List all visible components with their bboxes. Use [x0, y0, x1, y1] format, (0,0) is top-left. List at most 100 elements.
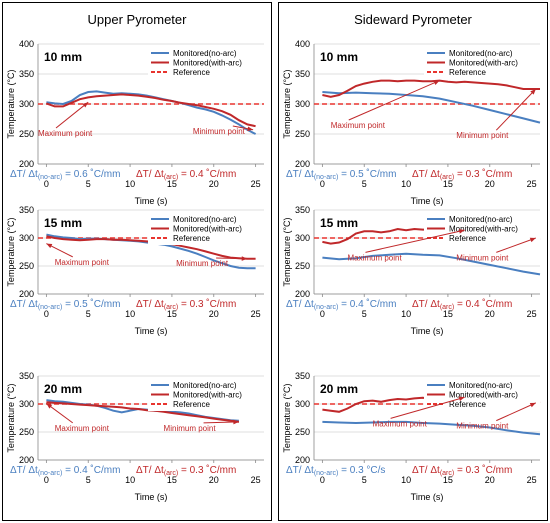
side-20-arrow-min-shaft	[496, 402, 537, 422]
upper-10-legend-with-arc: Monitored(with-arc)	[173, 59, 242, 68]
side-15-ytick-200: 200	[295, 289, 310, 299]
upper-15-ylabel: Temperature (°C)	[6, 217, 16, 286]
side-20-ytick-250: 250	[295, 427, 310, 437]
upper-20-xtick-15: 15	[167, 475, 177, 485]
upper-15-xtick-20: 20	[209, 309, 219, 319]
side-15-xtick-20: 20	[485, 309, 495, 319]
left-column-frame	[2, 2, 272, 521]
side-15-rate-no-arc: ΔT/ Δt(no-arc) = 0.4 ˚C/mm	[286, 298, 396, 311]
upper-10-ytick-400: 400	[19, 39, 34, 49]
side-20-ytick-350: 350	[295, 371, 310, 381]
upper-10-arrow-min-head	[247, 126, 254, 132]
upper-20-xtick-20: 20	[209, 475, 219, 485]
upper-15-xtick-10: 10	[125, 309, 135, 319]
upper-20-rate-no-arc: ΔT/ Δt(no-arc) = 0.4 ˚C/mm	[10, 464, 120, 477]
upper-15-xlabel: Time (s)	[135, 326, 168, 336]
right-column-frame	[278, 2, 548, 521]
side-20-xtick-20: 20	[485, 475, 495, 485]
side-15-arrow-min-head	[529, 237, 536, 243]
side-15-arrow-min-shaft	[496, 237, 536, 253]
side-15-ylabel: Temperature (°C)	[282, 217, 292, 286]
upper-10-xtick-5: 5	[86, 179, 91, 189]
side-10-xtick-20: 20	[485, 179, 495, 189]
side-15-xlabel: Time (s)	[411, 326, 444, 336]
side-10-xtick-15: 15	[443, 179, 453, 189]
upper-20-xtick-10: 10	[125, 475, 135, 485]
upper-15-legend-no-arc: Monitored(no-arc)	[173, 215, 237, 224]
upper-20-annotation-min: Minimum point	[164, 424, 217, 433]
side-15-legend-reference: Reference	[449, 234, 486, 243]
side-15-rate-with-arc: ΔT/ Δt(arc) = 0.4 ˚C/mm	[412, 298, 512, 311]
side-10-ylabel: Temperature (°C)	[282, 69, 292, 138]
upper-10-legend-reference: Reference	[173, 68, 210, 77]
side-10-ytick-250: 250	[295, 129, 310, 139]
upper-20-legend-no-arc: Monitored(no-arc)	[173, 381, 237, 390]
side-20-panel-label: 20 mm	[320, 382, 358, 396]
side-10-legend-no-arc: Monitored(no-arc)	[449, 49, 513, 58]
side-10-series-no-arc	[322, 91, 541, 124]
side-10-arrow-min-head	[530, 89, 536, 95]
upper-20-rate-with-arc: ΔT/ Δt(arc) = 0.3 ˚C/mm	[136, 464, 236, 477]
side-10-arrow-min-shaft	[495, 88, 537, 131]
side-15-series-no-arc	[322, 252, 541, 276]
upper-15-rate-no-arc: ΔT/ Δt(no-arc) = 0.5 ˚C/mm	[10, 298, 120, 311]
side-10-ytick-350: 350	[295, 69, 310, 79]
side-20-arrow-max-head	[458, 396, 465, 402]
upper-15-xtick-25: 25	[251, 309, 261, 319]
upper-20-xlabel: Time (s)	[135, 492, 168, 502]
side-10-ytick-400: 400	[295, 39, 310, 49]
upper-10-xtick-15: 15	[167, 179, 177, 189]
side-10-panel-label: 10 mm	[320, 50, 358, 64]
upper-10-ytick-300: 300	[19, 99, 34, 109]
side-20-xtick-0: 0	[320, 475, 325, 485]
upper-20-ytick-350: 350	[19, 371, 34, 381]
upper-15-legend-reference: Reference	[173, 234, 210, 243]
side-15-ytick-250: 250	[295, 261, 310, 271]
side-20-legend-reference: Reference	[449, 400, 486, 409]
upper-15-xtick-5: 5	[86, 309, 91, 319]
side-20-rate-no-arc: ΔT/ Δt(no-arc) = 0.3 °C/s	[286, 465, 385, 477]
upper-20-arrow-min-head	[233, 419, 239, 425]
upper-20-panel-label: 20 mm	[44, 382, 82, 396]
upper-15-ytick-250: 250	[19, 261, 34, 271]
upper-15-ytick-350: 350	[19, 205, 34, 215]
upper-10-ylabel: Temperature (°C)	[6, 69, 16, 138]
side-20-rate-with-arc: ΔT/ Δt(arc) = 0.3 ˚C/mm	[412, 464, 512, 477]
side-10-arrow-max-head	[433, 80, 440, 85]
upper-10-panel-label: 10 mm	[44, 50, 82, 64]
side-15-xtick-5: 5	[362, 309, 367, 319]
upper-10-xtick-0: 0	[44, 179, 49, 189]
upper-10-ytick-350: 350	[19, 69, 34, 79]
upper-15-arrow-min-head	[241, 256, 248, 261]
side-15-arrow-max-head	[458, 229, 465, 234]
side-10-rate-with-arc: ΔT/ Δt(arc) = 0.3 ˚C/mm	[412, 168, 512, 181]
upper-10-rate-no-arc: ΔT/ Δt(no-arc) = 0.6 ˚C/mm	[10, 168, 120, 181]
side-20-legend-no-arc: Monitored(no-arc)	[449, 381, 513, 390]
side-15-panel-label: 15 mm	[320, 216, 358, 230]
upper-10-arrow-max-shaft	[55, 101, 89, 129]
side-10-arrow-max-shaft	[348, 80, 440, 121]
side-15-xtick-25: 25	[527, 309, 537, 319]
side-10-legend-with-arc: Monitored(with-arc)	[449, 59, 518, 68]
side-10-rate-no-arc: ΔT/ Δt(no-arc) = 0.5 ˚C/mm	[286, 168, 396, 181]
side-10-series-with-arc	[322, 79, 540, 98]
upper-15-legend-with-arc: Monitored(with-arc)	[173, 225, 242, 234]
side-20-arrow-max-shaft	[390, 396, 465, 419]
side-20-ylabel: Temperature (°C)	[282, 383, 292, 452]
upper-10-xtick-20: 20	[209, 179, 219, 189]
upper-20-annotation-max: Maximum point	[55, 424, 110, 433]
side-15-ytick-350: 350	[295, 205, 310, 215]
side-20-ytick-200: 200	[295, 455, 310, 465]
side-15-annotation-max: Maximum point	[347, 253, 402, 262]
upper-20-legend-reference: Reference	[173, 400, 210, 409]
side-20-ytick-300: 300	[295, 399, 310, 409]
upper-10-xlabel: Time (s)	[135, 196, 168, 206]
upper-10-annotation-max: Maximum point	[38, 129, 93, 138]
upper-10-xtick-25: 25	[251, 179, 261, 189]
upper-10-ytick-250: 250	[19, 129, 34, 139]
side-15-ytick-300: 300	[295, 233, 310, 243]
upper-20-ylabel: Temperature (°C)	[6, 383, 16, 452]
upper-15-ytick-300: 300	[19, 233, 34, 243]
